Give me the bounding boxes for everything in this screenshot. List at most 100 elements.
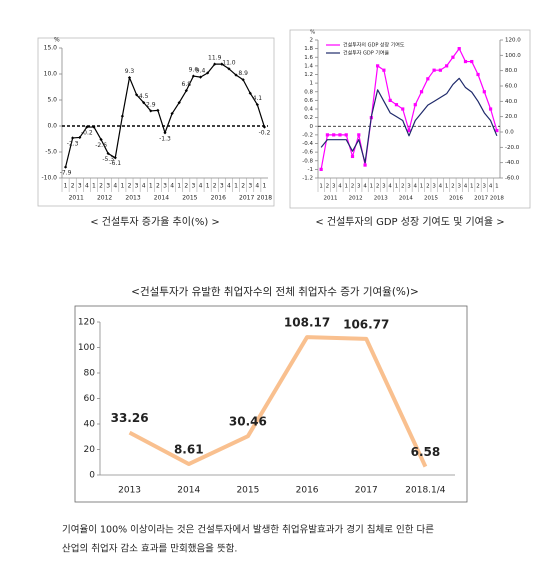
x-tick-label: 2 (351, 184, 355, 190)
y2-tick-label: 60.0 (505, 84, 518, 90)
y-tick-label: 40 (84, 420, 96, 430)
data-label: -5.3 (102, 156, 114, 163)
x-tick-label: 1 (319, 184, 323, 190)
y-tick-label: 80 (84, 369, 96, 379)
marker (338, 133, 342, 137)
x-tick-label: 3 (248, 183, 252, 190)
x-group-label: 2016 (449, 196, 463, 202)
y2-tick-label: 80.0 (505, 68, 518, 74)
x-group-label: 2018 (490, 196, 504, 202)
legend-label: 건설투자 GDP 기여율 (343, 50, 390, 57)
marker (495, 128, 499, 133)
marker (255, 103, 259, 107)
x-tick-label: 3 (163, 183, 167, 190)
x-tick-label: 4 (170, 183, 174, 190)
x-tick-label: 3 (78, 183, 82, 190)
marker (170, 111, 174, 116)
y-tick-label: 0 (89, 471, 95, 481)
marker (106, 151, 110, 156)
x-group-label: 2017 (474, 196, 488, 202)
x-tick-label: 2 (99, 183, 103, 190)
y-tick-label: 15.0 (44, 45, 58, 52)
x-tick-label: 1 (420, 184, 424, 190)
x-group-label: 2013 (374, 196, 388, 202)
marker (325, 133, 330, 137)
data-line (320, 48, 498, 170)
marker (319, 167, 323, 171)
y-tick-label: -0.8 (302, 158, 313, 164)
legend-label: 건설투자의 GDP 성장 기여도 (343, 42, 405, 49)
marker (63, 165, 68, 169)
x-group-label: 2015 (424, 196, 438, 202)
x-tick-label: 1 (149, 183, 153, 190)
y2-tick-label: -60.0 (505, 176, 520, 182)
x-tick-label: 2018.1/4 (405, 486, 446, 496)
chart-title: < 건설투자의 GDP 성장 기여도 및 기여율 > (315, 216, 504, 228)
x-tick-label: 3 (407, 184, 411, 190)
marker (142, 101, 146, 105)
data-label: 2.9 (146, 101, 156, 108)
y-tick-label: -0.6 (302, 150, 313, 156)
y-tick-label: -5.0 (45, 149, 57, 156)
x-tick-label: 1 (344, 184, 348, 190)
marker (206, 71, 210, 75)
data-label: 6.58 (411, 445, 441, 459)
marker (92, 125, 96, 129)
marker (445, 64, 449, 68)
chart-title: <건설투자가 유발한 취업자수의 전체 취업자수 증가 기여율(%)> (131, 285, 419, 298)
data-label: -2.6 (95, 142, 107, 149)
marker (113, 156, 117, 160)
marker (177, 101, 181, 105)
x-tick-label: 1 (495, 184, 499, 190)
x-tick-label: 1 (370, 184, 374, 190)
x-tick-label: 1 (206, 183, 210, 190)
marker (127, 76, 132, 80)
x-tick-label: 4 (464, 184, 468, 190)
marker (241, 78, 245, 82)
marker (401, 107, 405, 111)
x-group-label: 2014 (154, 195, 169, 202)
y-tick-label: 1.4 (304, 63, 313, 69)
y-tick-label: 10.0 (44, 71, 58, 78)
frame (289, 29, 531, 209)
x-tick-label: 3 (432, 184, 436, 190)
y-tick-label: -10.0 (41, 175, 57, 182)
data-label: 9.6 (189, 67, 199, 74)
data-label: 4.1 (253, 95, 263, 102)
x-tick-label: 1 (263, 183, 267, 190)
x-tick-label: 1 (120, 183, 124, 190)
marker (332, 133, 336, 137)
data-label: -2.3 (67, 140, 79, 147)
marker (482, 90, 486, 94)
y2-tick-label: 120.0 (505, 38, 521, 44)
data-label: 106.77 (343, 317, 389, 331)
marker (488, 107, 493, 111)
marker (438, 68, 442, 72)
x-tick-label: 2 (376, 184, 380, 190)
x-tick-label: 2 (426, 184, 430, 190)
x-group-label: 2015 (182, 195, 197, 202)
x-tick-label: 2 (401, 184, 405, 190)
x-tick-label: 3 (357, 184, 361, 190)
x-tick-label: 1 (470, 184, 474, 190)
marker (248, 91, 252, 95)
data-label: 9.4 (196, 68, 206, 75)
x-tick-label: 1 (234, 183, 238, 190)
y2-tick-label: 0.0 (505, 130, 514, 136)
y-tick-label: 1.8 (304, 46, 313, 52)
y-unit: % (54, 37, 60, 44)
y-tick-label: 0.6 (304, 98, 313, 104)
data-label: 11.0 (222, 59, 236, 66)
data-line (320, 77, 498, 164)
marker (184, 89, 188, 93)
data-label: -0.2 (259, 130, 271, 137)
x-tick-label: 1 (64, 183, 68, 190)
y-tick-label: 1.6 (304, 55, 313, 61)
marker (394, 103, 399, 107)
y-tick-label: 5.0 (47, 97, 57, 104)
marker (120, 114, 124, 118)
y-tick-label: -1.2 (302, 176, 313, 182)
marker (220, 62, 224, 66)
x-tick-label: 2 (451, 184, 455, 190)
